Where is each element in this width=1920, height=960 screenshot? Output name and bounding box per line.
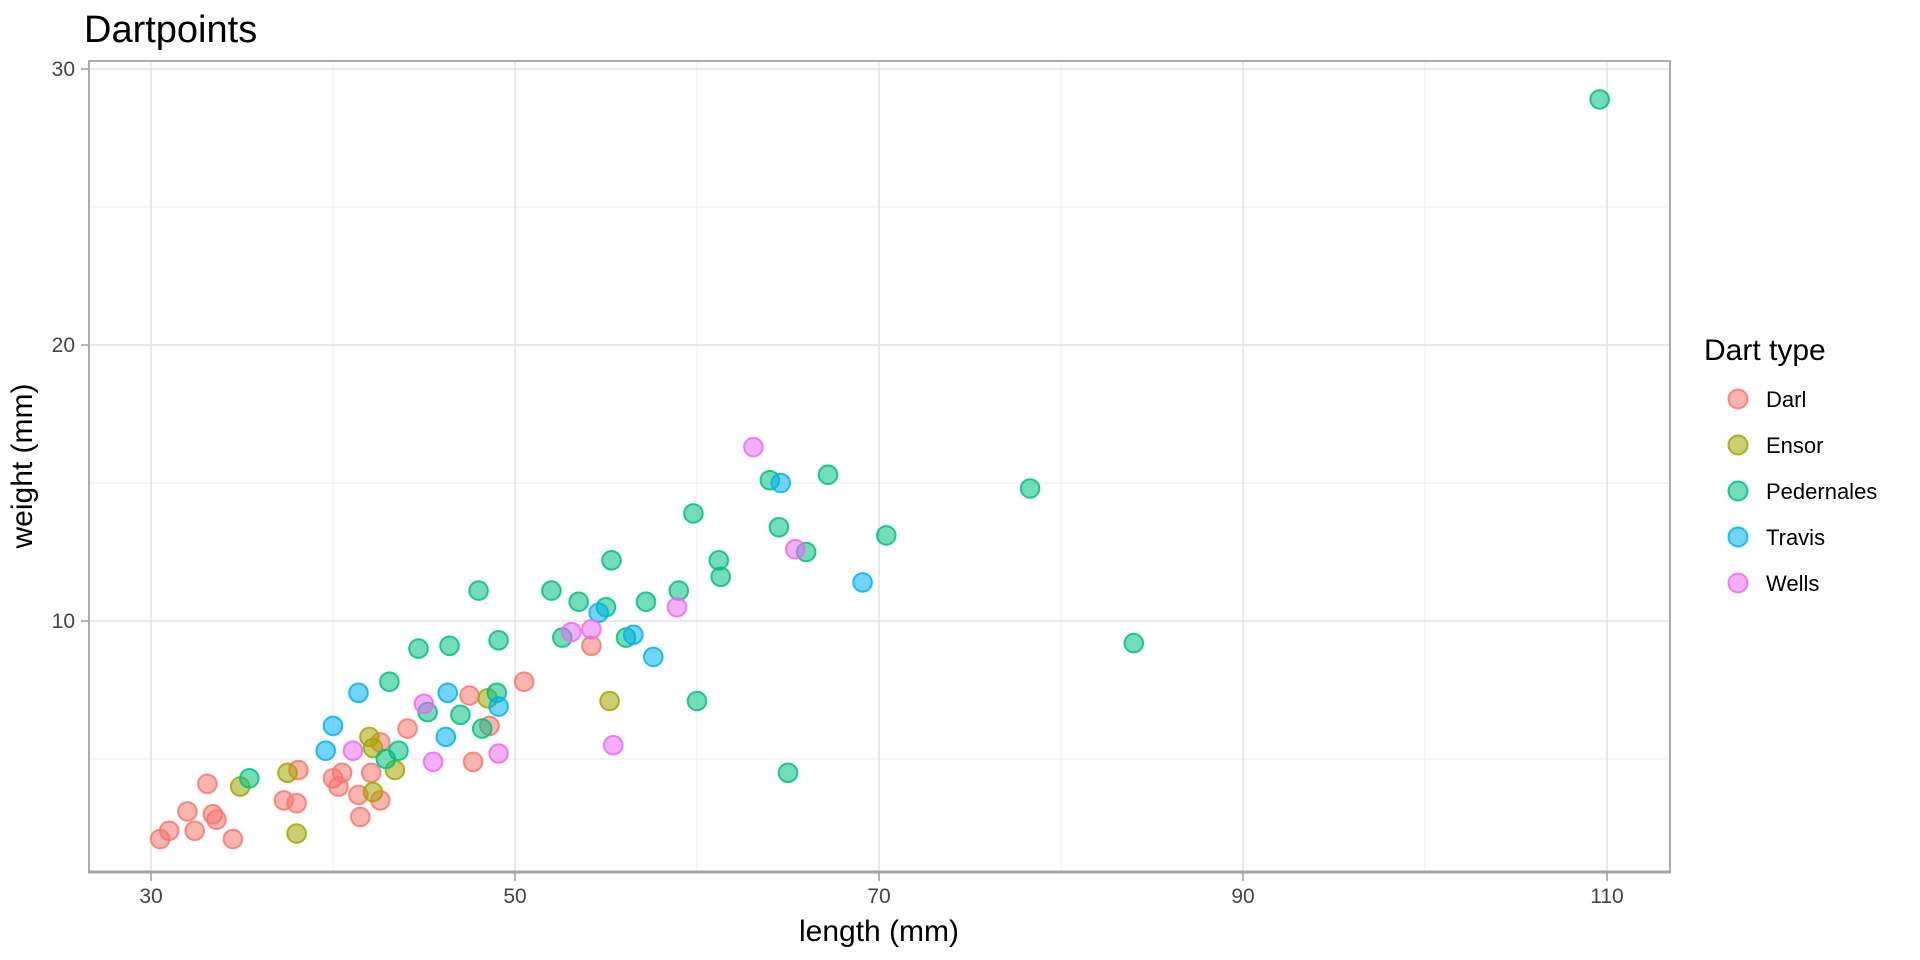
data-point-travis — [852, 572, 873, 593]
legend-item-travis: Travis — [1727, 525, 1825, 550]
data-point-darl — [397, 718, 418, 739]
x-tick-label: 110 — [1590, 885, 1623, 908]
data-point-darl — [184, 820, 205, 842]
data-point-pedernales — [817, 464, 839, 486]
data-point-wells — [666, 596, 688, 618]
data-point-wells — [488, 743, 509, 764]
legend-item-wells: Wells — [1727, 571, 1819, 596]
legend-item-pedernales: Pedernales — [1727, 479, 1877, 504]
data-point-wells — [581, 619, 602, 640]
legend-label: Travis — [1766, 525, 1825, 550]
data-point-darl — [462, 751, 484, 773]
legend-item-darl: Darl — [1727, 387, 1806, 412]
data-point-darl — [286, 792, 307, 814]
data-point-wells — [342, 740, 364, 762]
data-point-pedernales — [768, 516, 790, 538]
data-point-travis — [348, 682, 369, 704]
x-tick-label: 90 — [1231, 885, 1254, 908]
data-point-darl — [513, 671, 535, 693]
legend-swatch-wells — [1727, 572, 1749, 594]
legend-label: Wells — [1766, 571, 1819, 596]
data-point-travis — [322, 715, 344, 737]
data-point-pedernales — [1589, 89, 1610, 110]
data-point-pedernales — [239, 768, 260, 789]
legend-swatch-darl — [1727, 388, 1749, 410]
legend-label: Ensor — [1766, 433, 1823, 458]
x-tick-label: 50 — [503, 885, 526, 908]
data-point-wells — [422, 751, 444, 773]
chart-title: Dartpoints — [84, 9, 257, 51]
legend-items: Darl Ensor Pedernales Travis Wells — [1727, 387, 1877, 596]
data-point-pedernales — [1019, 478, 1041, 499]
legend-swatch-ensor — [1727, 434, 1749, 456]
data-point-darl — [206, 809, 227, 831]
panel-border — [88, 60, 1671, 874]
y-tick-label: 10 — [52, 610, 75, 633]
data-points — [149, 89, 1610, 850]
data-point-pedernales — [1123, 632, 1145, 654]
legend: Dart type Darl Ensor Pedernales Travis Wells — [1704, 334, 1877, 596]
data-point-pedernales — [471, 718, 493, 739]
data-point-travis — [488, 696, 509, 717]
data-point-pedernales — [686, 690, 708, 712]
data-point-pedernales — [408, 638, 429, 659]
data-point-travis — [315, 740, 337, 762]
data-point-pedernales — [388, 740, 409, 762]
data-point-pedernales — [777, 762, 799, 784]
y-tick-label: 20 — [52, 334, 75, 357]
data-point-pedernales — [541, 580, 562, 601]
data-point-pedernales — [568, 591, 590, 613]
data-point-pedernales — [601, 550, 622, 571]
x-tick-label: 70 — [867, 885, 890, 908]
data-point-travis — [770, 472, 792, 494]
data-point-wells — [743, 436, 764, 458]
data-point-darl — [459, 685, 480, 706]
axis-tick-marks — [81, 68, 1608, 881]
data-point-travis — [435, 726, 457, 748]
data-point-pedernales — [379, 671, 400, 693]
y-axis-title: weight (mm) — [6, 383, 39, 549]
data-point-darl — [177, 801, 198, 822]
data-point-pedernales — [488, 630, 509, 651]
axis-tick-labels: 30 50 70 90 110 10 20 30 — [52, 58, 1624, 908]
data-point-ensor — [277, 762, 298, 784]
gridlines-major — [89, 61, 1670, 872]
legend-label: Darl — [1766, 387, 1806, 412]
data-point-darl — [360, 762, 382, 784]
data-point-pedernales — [635, 591, 657, 613]
data-point-pedernales — [439, 635, 460, 657]
x-tick-label: 30 — [139, 885, 162, 908]
data-point-ensor — [362, 737, 384, 759]
legend-swatch-pedernales — [1727, 480, 1749, 502]
data-point-wells — [413, 693, 435, 715]
data-point-ensor — [362, 781, 384, 803]
legend-title: Dart type — [1704, 334, 1826, 367]
data-point-darl — [158, 820, 180, 842]
data-point-darl — [222, 828, 244, 850]
data-point-darl — [331, 762, 353, 784]
legend-label: Pedernales — [1766, 479, 1877, 504]
data-point-ensor — [599, 690, 620, 712]
data-point-travis — [623, 624, 644, 646]
data-point-travis — [643, 646, 664, 668]
data-point-pedernales — [450, 704, 471, 726]
data-point-pedernales — [468, 580, 489, 601]
legend-swatch-travis — [1727, 526, 1749, 548]
data-point-pedernales — [710, 566, 732, 588]
data-point-pedernales — [683, 503, 704, 524]
data-point-travis — [437, 682, 459, 704]
data-point-pedernales — [876, 525, 897, 546]
data-point-travis — [588, 602, 610, 624]
legend-item-ensor: Ensor — [1727, 433, 1823, 458]
x-axis-title: length (mm) — [799, 915, 959, 948]
data-point-wells — [603, 734, 624, 756]
data-point-darl — [350, 806, 371, 828]
data-point-wells — [561, 621, 582, 643]
data-point-darl — [197, 773, 218, 795]
data-point-ensor — [286, 823, 307, 844]
data-point-wells — [785, 538, 806, 560]
y-tick-label: 30 — [52, 58, 75, 81]
